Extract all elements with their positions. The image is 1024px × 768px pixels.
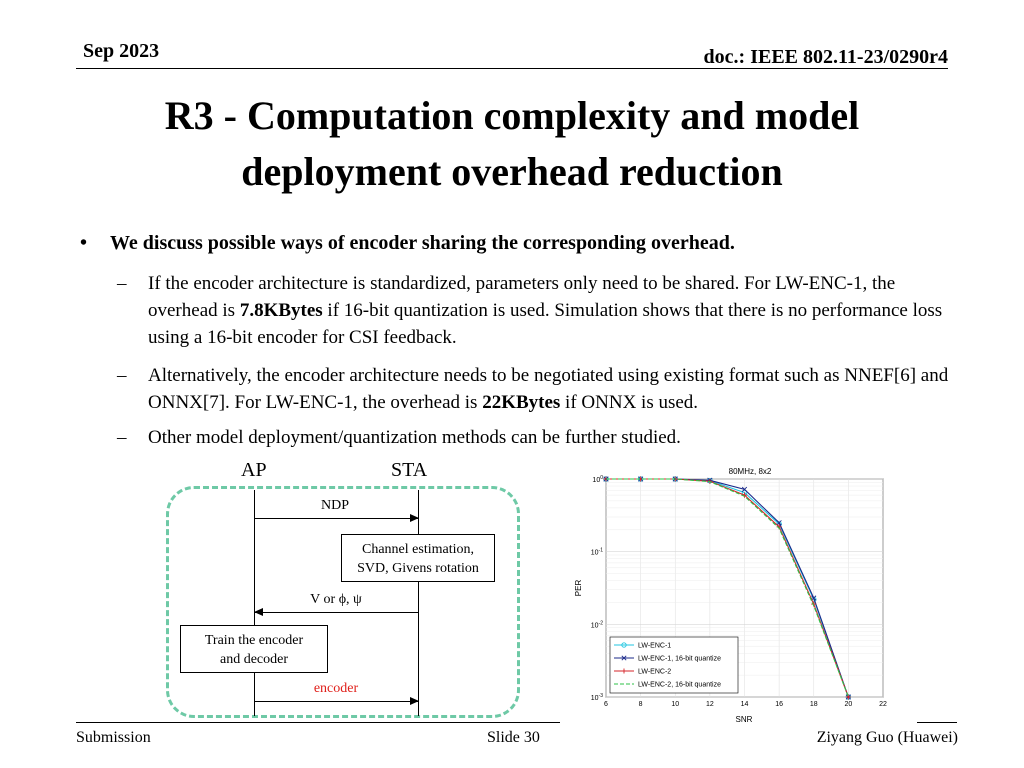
footer-author: Ziyang Guo (Huawei) xyxy=(816,729,958,746)
legend-box xyxy=(609,636,739,694)
x-tick-label: 18 xyxy=(810,701,818,708)
chart-title: 80MHz, 8x2 xyxy=(729,467,772,476)
x-tick-label: 8 xyxy=(639,701,643,708)
channel-box-line-2: SVD, Givens rotation xyxy=(357,561,479,576)
sub-bullet-1-pre: If the encoder architecture is standardi… xyxy=(148,273,896,321)
ndp-label: NDP xyxy=(320,498,349,513)
sub-bullet-1-post: if 16-bit quantization is used. Simulati… xyxy=(148,300,943,348)
x-tick-label: 22 xyxy=(879,701,887,708)
x-tick-label: 20 xyxy=(844,701,852,708)
legend-label: LW-ENC-2, 16-bit quantize xyxy=(638,682,721,689)
ap-lifeline xyxy=(254,490,255,716)
footer-submission: Submission xyxy=(76,729,151,746)
y-tick-label: 10-2 xyxy=(591,620,603,629)
train-box-line-2: and decoder xyxy=(219,652,289,667)
y-tick-label: 100 xyxy=(592,475,603,484)
header-doc-id: doc.: IEEE 802.11-23/0290r4 xyxy=(703,46,948,68)
title-line-1: R3 - Computation complexity and model xyxy=(164,93,860,138)
header-date: Sep 2023 xyxy=(83,40,160,62)
channel-estimation-box: Channel estimation, SVD, Givens rotation xyxy=(341,534,495,582)
legend-marker xyxy=(621,668,627,674)
sub-bullet-2-pre: Alternatively, the encoder architecture … xyxy=(148,365,949,413)
sub-bullet-2-bold: 22KBytes xyxy=(482,392,561,413)
x-tick-label: 12 xyxy=(706,701,714,708)
axis-ticks: 6 8 10 12 14 16 18 20 22 100 10-1 10-2 10-3 xyxy=(591,475,887,708)
bullet-symbol: • xyxy=(80,232,88,254)
encoder-label: encoder xyxy=(313,681,359,696)
footer-slide-number: Slide 30 xyxy=(487,729,540,746)
sub-bullet-2-text: Alternatively, the encoder architecture … xyxy=(148,362,968,416)
x-tick-label: 6 xyxy=(604,701,608,708)
y-tick-label: 10-3 xyxy=(591,693,603,702)
ap-label: AP xyxy=(241,459,267,481)
header-rule xyxy=(76,68,948,69)
per-chart: 80MHz, 8x2 6 8 10 12 14 16 18 20 22 100 10-1 10-2 10… xyxy=(560,462,890,724)
train-box-line-1: Train the encoder xyxy=(204,633,304,648)
sub-bullet-3-text: Other model deployment/quantization meth… xyxy=(148,427,681,448)
legend-label: LW-ENC-2 xyxy=(638,669,671,676)
legend: LW-ENC-1 LW-ENC-1, 16-bit quantize LW-ENC-… xyxy=(609,636,739,694)
series-line-4 xyxy=(606,478,849,698)
title-line-2: deployment overhead reduction xyxy=(241,149,783,194)
legend-marker xyxy=(621,642,627,648)
feedback-arrow xyxy=(254,608,418,616)
sub-bullet-1-bold: 7.8KBytes xyxy=(239,300,323,321)
main-bullet-text: We discuss possible ways of encoder shar… xyxy=(110,232,735,254)
series-lines xyxy=(603,476,852,700)
x-tick-label: 10 xyxy=(671,701,679,708)
sub-bullet-dash: – xyxy=(117,273,127,294)
y-axis-label: PER xyxy=(574,580,583,597)
legend-label: LW-ENC-1, 16-bit quantize xyxy=(638,656,721,663)
y-tick-label: 10-1 xyxy=(591,548,603,557)
footer-rule-left xyxy=(76,722,560,723)
legend-marker xyxy=(621,655,627,661)
series-line-3 xyxy=(606,478,849,698)
dashed-frame xyxy=(166,486,520,718)
train-encoder-box: Train the encoder and decoder xyxy=(180,625,328,673)
x-axis-label: SNR xyxy=(736,715,753,724)
sub-bullet-1-text: If the encoder architecture is standardi… xyxy=(148,270,968,351)
data-point xyxy=(845,694,851,700)
slide-title: R3 - Computation complexity and model de… xyxy=(0,88,1024,200)
sub-bullet-2-post: if ONNX is used. xyxy=(560,392,699,413)
footer-rule-right xyxy=(917,722,957,723)
encoder-arrow xyxy=(255,697,419,705)
data-point xyxy=(776,520,782,526)
x-tick-label: 16 xyxy=(775,701,783,708)
sta-lifeline xyxy=(418,490,419,716)
feedback-label: V or ϕ, ψ xyxy=(310,592,362,607)
x-tick-label: 14 xyxy=(741,701,749,708)
channel-box-line-1: Channel estimation, xyxy=(362,542,474,557)
sub-bullet-dash: – xyxy=(117,427,127,448)
legend-label: LW-ENC-1 xyxy=(638,643,671,650)
sub-bullet-dash: – xyxy=(117,365,127,386)
data-point xyxy=(741,486,748,492)
sta-label: STA xyxy=(391,459,428,481)
ndp-arrow xyxy=(255,514,419,522)
